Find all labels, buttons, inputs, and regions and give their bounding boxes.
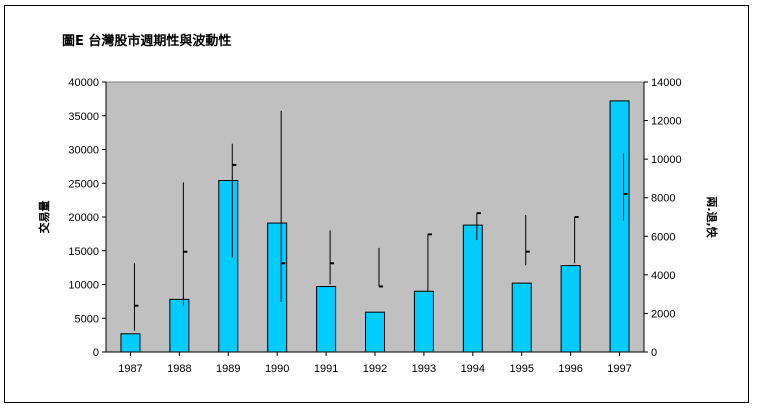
x-tick-label-1987: 1987: [118, 363, 142, 375]
chart-title: 圖E 台灣股市週期性與波動性: [62, 34, 232, 49]
bar-1989: [218, 180, 239, 353]
y2-tick-label: 14000: [651, 77, 682, 89]
x-tick-label-1997: 1997: [607, 363, 631, 375]
x-tick-label-1995: 1995: [509, 363, 533, 375]
x-tick-label-1994: 1994: [461, 363, 485, 375]
y-tick-label: 40000: [68, 77, 99, 89]
y-tick-label: 0: [93, 347, 99, 359]
y-tick-label: 25000: [68, 178, 99, 190]
y-tick-label: 10000: [68, 280, 99, 292]
bar-1992: [365, 311, 385, 353]
x-tick-label-1988: 1988: [167, 363, 191, 375]
hilo-group: [133, 110, 628, 331]
y2-tick-label: 10000: [651, 154, 682, 166]
bar-1994: [462, 224, 483, 353]
bar-1996: [560, 265, 581, 353]
bar-1991: [316, 286, 337, 353]
bar-1995: [511, 282, 532, 353]
y-tick-label: 35000: [68, 111, 99, 123]
bar-1990: [267, 222, 288, 353]
y-axis-label: 交易量: [37, 201, 51, 234]
y2-axis-label: 兩.退,快: [705, 196, 719, 238]
x-tick-label-1996: 1996: [558, 363, 582, 375]
plot-area: [105, 81, 645, 353]
bar-1988: [169, 298, 190, 353]
y-tick-label: 20000: [68, 212, 99, 224]
x-tick-label-1989: 1989: [216, 363, 240, 375]
x-tick-label-1991: 1991: [314, 363, 338, 375]
y2-tick-label: 8000: [651, 193, 675, 205]
bars-group: [120, 100, 630, 353]
y2-tick-label: 6000: [651, 231, 675, 243]
x-tick-label-1993: 1993: [412, 363, 436, 375]
y-tick-label: 15000: [68, 246, 99, 258]
y2-tick-label: 12000: [651, 116, 682, 128]
x-tick-label-1992: 1992: [363, 363, 387, 375]
y-tick-label: 30000: [68, 145, 99, 157]
bar-1997: [609, 100, 630, 353]
bar-1993: [413, 290, 434, 353]
bar-1987: [120, 333, 141, 353]
y2-tick-label: 0: [651, 347, 657, 359]
axes-group: 1987 1988 1989 1990 1991 1992 1993 1994 1995 1996…: [68, 77, 681, 375]
y2-tick-label: 4000: [651, 270, 675, 282]
y2-tick-label: 2000: [651, 308, 675, 320]
y-tick-label: 5000: [75, 313, 99, 325]
x-tick-label-1990: 1990: [265, 363, 289, 375]
